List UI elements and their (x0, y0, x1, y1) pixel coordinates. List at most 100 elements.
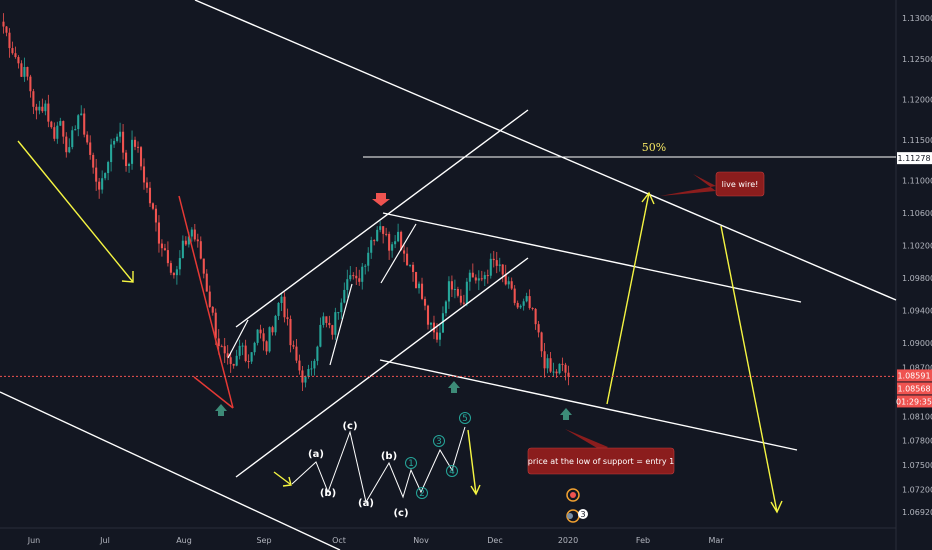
candle-body (11, 48, 14, 54)
candle-body (391, 244, 394, 251)
yellow-arrows (17, 140, 783, 514)
candle-body (316, 346, 319, 361)
candle-body (86, 134, 89, 143)
candle-body (483, 275, 486, 280)
price-tick-label: 1.08100 (902, 412, 932, 421)
candle-body (406, 253, 409, 266)
callout-text: live wire! (722, 180, 759, 189)
candle-body (525, 296, 528, 302)
candle-body (564, 364, 567, 373)
candle-body (133, 139, 137, 147)
callout-live-wire[interactable]: live wire! (660, 171, 765, 197)
candle-body (196, 239, 199, 242)
candle-body (546, 358, 549, 369)
candle-body (501, 264, 504, 275)
candle-body (450, 281, 453, 290)
candle-body (373, 240, 376, 242)
candle-body (256, 329, 259, 343)
price-tag-box (897, 369, 932, 382)
candle-body (181, 240, 184, 259)
callout-pointer (660, 174, 716, 196)
arrowhead-4 (282, 476, 292, 487)
arrowhead-5 (470, 484, 481, 496)
price-tick-label: 1.10200 (902, 242, 932, 251)
price-tick-label: 1.07200 (902, 485, 932, 494)
candle-body (145, 182, 149, 188)
candle-body (486, 275, 489, 277)
candle-body (154, 208, 158, 223)
arrow-down-left (17, 140, 134, 283)
candle-body (110, 144, 113, 163)
arrow-down-projection (720, 225, 778, 513)
channel-lower-line (235, 257, 529, 478)
price-tick-label: 1.11500 (902, 136, 932, 145)
arrowhead-3 (770, 500, 783, 514)
candle-body (172, 272, 175, 276)
candle-body (444, 301, 447, 314)
candle-body (495, 260, 498, 266)
candle-body (268, 327, 271, 352)
price-tag-label: 1.08568 (897, 384, 930, 393)
wedge-lower-line (379, 359, 798, 451)
candle-body (331, 325, 334, 335)
candle-body (265, 341, 268, 352)
candle-body (397, 231, 400, 242)
candle-body (417, 283, 421, 289)
price-tick-label: 1.12500 (902, 55, 932, 64)
candle-body (558, 363, 561, 374)
candle-body (471, 272, 474, 278)
wave-zigzag (291, 426, 466, 504)
fib-level-label: 50% (642, 141, 666, 154)
candle-body (555, 371, 558, 374)
candle-body (220, 346, 223, 348)
price-axis[interactable]: 1.13000 1.12500 1.12000 1.11500 1.11000 1.106… (902, 14, 932, 517)
callout-entry[interactable]: price at the low of support = entry 1 (527, 429, 675, 475)
candle-body (414, 272, 418, 289)
candle-body (441, 313, 444, 333)
candle-body (89, 142, 92, 155)
candle-body (319, 324, 322, 347)
candle-body (468, 272, 471, 282)
wave-label: (b) (381, 451, 397, 462)
impulse-label: 1 (408, 459, 414, 469)
price-tick-label: 1.12000 (902, 95, 932, 104)
candle-body (184, 240, 187, 245)
candle-body (328, 322, 331, 326)
candle-body (193, 229, 196, 240)
candle-body (412, 264, 415, 273)
candle-body (92, 154, 95, 168)
time-axis[interactable]: Jun Jul Aug Sep Oct Nov Dec 2020 Feb Mar (27, 536, 725, 545)
candle-body (394, 241, 397, 245)
impulse-label: 5 (462, 414, 468, 424)
candle-body (2, 21, 5, 27)
candle-body (337, 312, 340, 314)
impulse-circle (433, 435, 445, 447)
candle-body (214, 312, 217, 339)
candle-body (522, 301, 525, 306)
candle-body (35, 106, 38, 111)
buy-marker-icon (215, 404, 227, 416)
candle-body (23, 66, 26, 77)
candle-body (202, 258, 205, 274)
candle-body (382, 226, 385, 234)
event-icons[interactable]: 3 (566, 488, 588, 523)
candle-body (178, 258, 181, 270)
time-tick-label: Nov (413, 536, 429, 545)
impulse-circle (416, 487, 428, 499)
candle-body (56, 125, 59, 139)
price-tag-box (897, 395, 932, 408)
candle-body (148, 187, 152, 204)
candle-body (435, 332, 439, 340)
candle-body (465, 281, 468, 304)
candle-body (453, 289, 456, 291)
price-tag-box (897, 382, 932, 395)
candle-body (307, 369, 310, 377)
candle-body (128, 163, 131, 166)
candle-body (534, 308, 537, 325)
price-tick-label: 1.07800 (902, 437, 932, 446)
channel-upper-line (235, 109, 529, 328)
candle-body (119, 131, 122, 137)
candle-body (83, 113, 86, 135)
impulse-circle (446, 465, 458, 477)
